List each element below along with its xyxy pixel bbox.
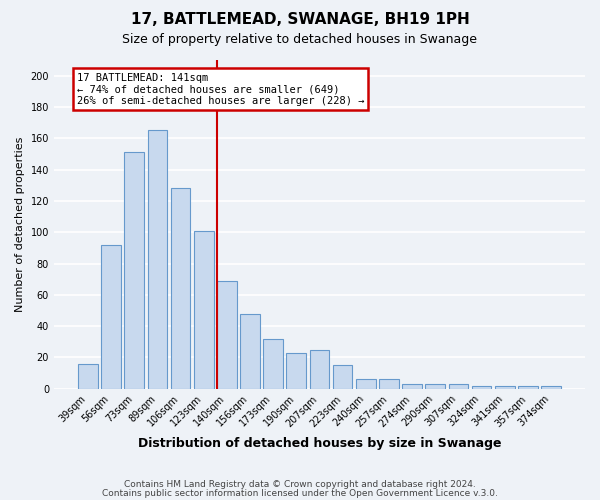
Bar — [518, 386, 538, 389]
Bar — [240, 314, 260, 389]
Bar — [402, 384, 422, 389]
Bar — [425, 384, 445, 389]
Text: 17, BATTLEMEAD, SWANAGE, BH19 1PH: 17, BATTLEMEAD, SWANAGE, BH19 1PH — [131, 12, 469, 28]
Bar — [541, 386, 561, 389]
Bar — [78, 364, 98, 389]
Bar — [449, 384, 468, 389]
Bar — [194, 230, 214, 389]
Text: 17 BATTLEMEAD: 141sqm
← 74% of detached houses are smaller (649)
26% of semi-det: 17 BATTLEMEAD: 141sqm ← 74% of detached … — [77, 72, 364, 106]
Bar — [286, 353, 306, 389]
Bar — [170, 188, 190, 389]
Bar — [495, 386, 515, 389]
Bar — [217, 281, 236, 389]
Bar — [263, 338, 283, 389]
X-axis label: Distribution of detached houses by size in Swanage: Distribution of detached houses by size … — [138, 437, 501, 450]
Text: Size of property relative to detached houses in Swanage: Size of property relative to detached ho… — [122, 32, 478, 46]
Bar — [101, 245, 121, 389]
Bar — [379, 380, 399, 389]
Text: Contains HM Land Registry data © Crown copyright and database right 2024.: Contains HM Land Registry data © Crown c… — [124, 480, 476, 489]
Bar — [310, 350, 329, 389]
Bar — [333, 366, 352, 389]
Text: Contains public sector information licensed under the Open Government Licence v.: Contains public sector information licen… — [102, 489, 498, 498]
Y-axis label: Number of detached properties: Number of detached properties — [15, 136, 25, 312]
Bar — [124, 152, 144, 389]
Bar — [356, 380, 376, 389]
Bar — [472, 386, 491, 389]
Bar — [148, 130, 167, 389]
